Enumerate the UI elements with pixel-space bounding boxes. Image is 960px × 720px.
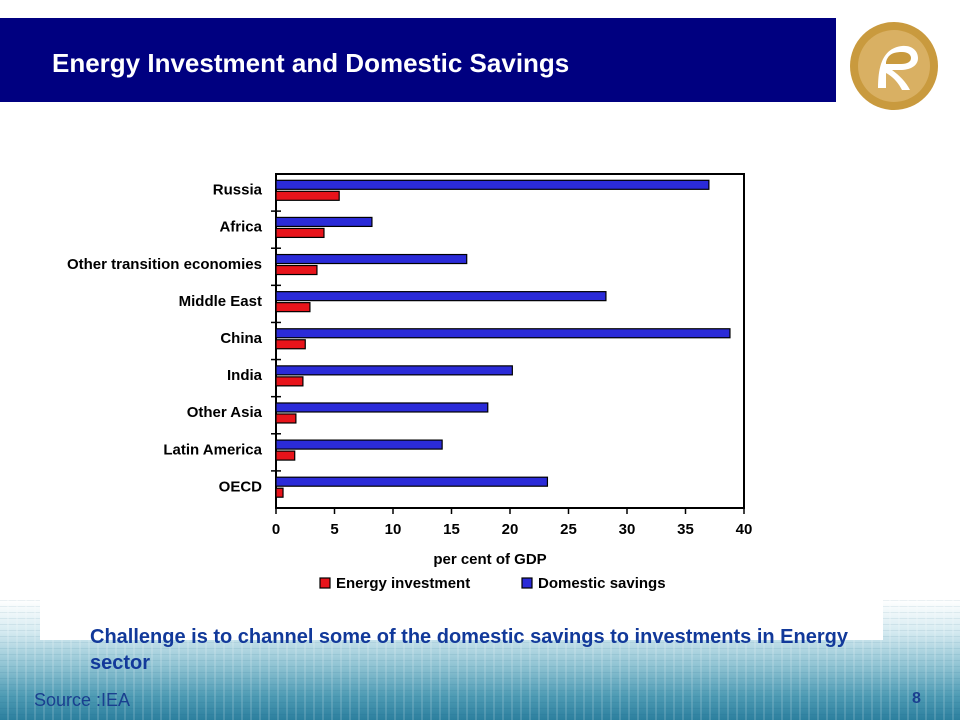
category-label: Middle East xyxy=(179,293,262,310)
x-tick-label: 30 xyxy=(619,521,636,538)
bar-energy-investment xyxy=(275,227,325,239)
category-label: Other transition economies xyxy=(67,256,262,273)
bar-domestic-savings xyxy=(275,216,373,228)
plot-area xyxy=(275,173,745,509)
bar-domestic-savings xyxy=(275,365,513,376)
bar-energy-investment xyxy=(275,487,284,498)
x-tick-label: 15 xyxy=(443,521,460,538)
callout-panel xyxy=(40,600,883,640)
bar-energy-investment xyxy=(275,190,340,201)
category-label: India xyxy=(227,367,263,384)
bar-domestic-savings xyxy=(275,253,468,265)
x-tick-label: 5 xyxy=(330,521,338,538)
x-tick-label: 0 xyxy=(272,521,280,538)
bar-domestic-savings xyxy=(275,476,549,487)
bar-domestic-savings xyxy=(275,328,731,339)
x-tick-label: 40 xyxy=(736,521,753,538)
bar-domestic-savings xyxy=(275,439,443,450)
title-bar xyxy=(0,18,836,102)
legend-swatch-domestic-savings xyxy=(521,577,533,589)
bar-energy-investment xyxy=(275,413,297,424)
chart-panel: Russia Africa Other transition economies Mi… xyxy=(40,160,856,640)
bar-domestic-savings xyxy=(275,402,489,413)
page-number: 8 xyxy=(912,690,921,707)
bar-domestic-savings xyxy=(275,179,710,190)
callout-text: Challenge is to channel some of the dome… xyxy=(90,626,848,674)
bar-energy-investment xyxy=(275,264,318,276)
category-label: Other Asia xyxy=(187,404,263,421)
x-tick-label: 20 xyxy=(502,521,519,538)
bar-energy-investment xyxy=(275,376,304,387)
legend-label-domestic-savings: Domestic savings xyxy=(538,575,666,592)
legend-label-energy-investment: Energy investment xyxy=(336,575,470,592)
bar-energy-investment xyxy=(275,339,306,350)
x-tick-label: 25 xyxy=(560,521,577,538)
company-logo xyxy=(850,22,938,110)
slide-title: Energy Investment and Domestic Savings xyxy=(52,48,570,78)
bar-energy-investment xyxy=(275,302,311,313)
category-label: Africa xyxy=(219,219,262,236)
bar-energy-investment xyxy=(275,450,296,461)
x-axis-label: per cent of GDP xyxy=(433,551,546,568)
category-label: Latin America xyxy=(163,441,262,458)
category-label: China xyxy=(220,330,262,347)
category-label: OECD xyxy=(219,478,263,495)
legend-swatch-energy-investment xyxy=(319,577,331,589)
source-note: Source :IEA xyxy=(34,690,131,710)
category-label: Russia xyxy=(213,182,263,199)
x-tick-label: 10 xyxy=(385,521,402,538)
bar-domestic-savings xyxy=(275,291,607,302)
bar-chart: Russia Africa Other transition economies Mi… xyxy=(67,173,753,592)
x-tick-label: 35 xyxy=(677,521,694,538)
